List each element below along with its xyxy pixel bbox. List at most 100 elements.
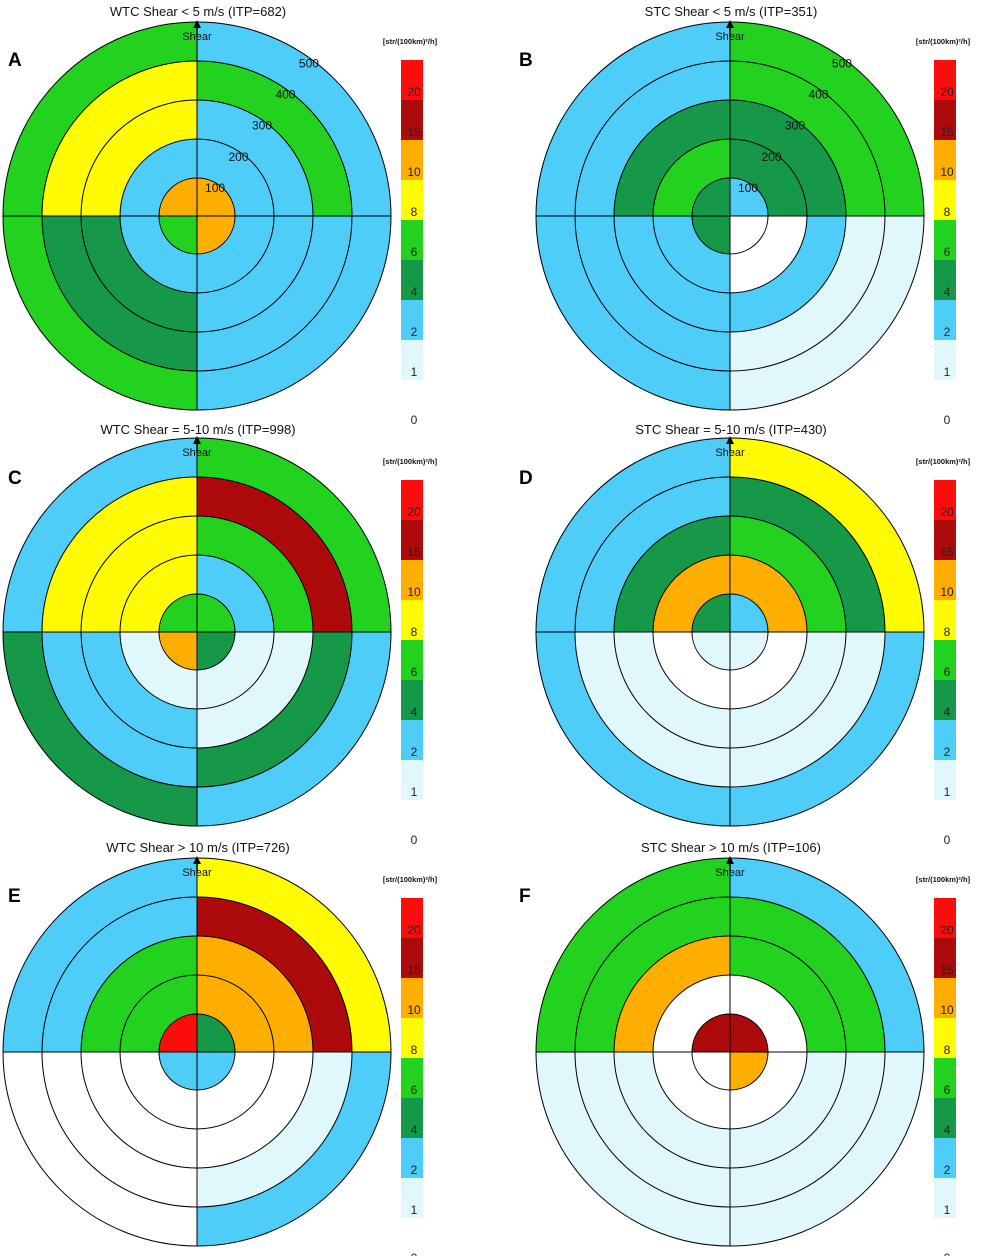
sector-r5-se: [730, 1052, 924, 1246]
colorbar-segment: [401, 140, 423, 180]
chart-title: WTC Shear > 10 m/s (ITP=726): [106, 840, 290, 855]
sector-r4-sw: [42, 216, 197, 371]
sector-r2-nw: [653, 555, 730, 632]
colorbar-unit-label: [str/(100km)²/h]: [916, 37, 971, 46]
sector-r5-ne: [197, 858, 391, 1052]
colorbar-tick-label: 2: [411, 745, 418, 759]
colorbar-segment: [934, 100, 956, 140]
colorbar-tick-label: 20: [940, 505, 954, 519]
sector-r1-ne: [197, 1014, 235, 1052]
panel-letter: D: [519, 468, 533, 489]
sector-r1-nw: [692, 178, 730, 216]
sector-r3-nw: [81, 100, 197, 216]
shear-arrow-head-icon: [193, 20, 201, 28]
sector-r2-sw: [653, 216, 730, 293]
sector-r3-nw: [81, 936, 197, 1052]
colorbar-segment: [401, 180, 423, 220]
sector-r3-se: [197, 216, 313, 332]
sector-r1-sw: [159, 1052, 197, 1090]
sector-r4-nw: [42, 61, 197, 216]
colorbar-segment: [934, 480, 956, 520]
sector-r1-ne: [730, 594, 768, 632]
shear-arrow-head-icon: [726, 436, 734, 444]
sector-r2-sw: [120, 1052, 197, 1129]
sector-r2-se: [730, 1052, 807, 1129]
colorbar-tick-label: 1: [944, 365, 951, 379]
sector-r3-se: [730, 1052, 846, 1168]
panel-f: STC Shear > 10 m/s (ITP=106) F Shear [str/(…: [519, 840, 971, 1256]
colorbar-tick-label: 6: [944, 665, 951, 679]
sector-r5-sw: [3, 632, 197, 826]
colorbar-segment: [401, 640, 423, 680]
sector-r5-ne: [730, 438, 924, 632]
colorbar-segment: [934, 978, 956, 1018]
sector-r4-se: [730, 632, 885, 787]
sector-r3-sw: [81, 1052, 197, 1168]
colorbar-tick-label: 6: [944, 245, 951, 259]
sector-r2-ne: [197, 975, 274, 1052]
colorbar-tick-label: 10: [407, 1003, 421, 1017]
colorbar-tick-label: 2: [411, 1163, 418, 1177]
colorbar-segment: [401, 1098, 423, 1138]
panel-letter: C: [8, 468, 22, 489]
sector-r4-nw: [575, 897, 730, 1052]
chart-title: STC Shear > 10 m/s (ITP=106): [641, 840, 821, 855]
colorbar-segment: [934, 898, 956, 938]
sector-r1-nw: [159, 178, 197, 216]
sector-r1-nw: [159, 1014, 197, 1052]
colorbar-unit-label: [str/(100km)²/h]: [916, 457, 971, 466]
colorbar-tick-label: 6: [411, 1083, 418, 1097]
sector-r4-sw: [575, 1052, 730, 1207]
sector-r1-sw: [159, 632, 197, 670]
panel-c: WTC Shear = 5-10 m/s (ITP=998) C Shear [str…: [2, 422, 438, 847]
panel-b: STC Shear < 5 m/s (ITP=351)BShear1002003…: [519, 4, 971, 427]
sector-r4-nw: [42, 477, 197, 632]
sector-r4-se: [197, 632, 352, 787]
colorbar-segment: [401, 340, 423, 380]
colorbar-tick-label: 15: [407, 545, 421, 559]
sector-r2-nw: [653, 975, 730, 1052]
colorbar-tick-label: 4: [411, 705, 418, 719]
sector-r2-ne: [197, 555, 274, 632]
sector-r4-nw: [42, 897, 197, 1052]
sector-r3-ne: [197, 936, 313, 1052]
sector-r3-ne: [197, 516, 313, 632]
colorbar-tick-label: 20: [940, 85, 954, 99]
colorbar-tick-label: 2: [411, 325, 418, 339]
colorbar-tick-label: 10: [407, 585, 421, 599]
sector-r3-ne: [197, 100, 313, 216]
sector-r1-sw: [692, 216, 730, 254]
sector-r1-nw: [159, 594, 197, 632]
sector-r4-ne: [730, 477, 885, 632]
colorbar-tick-label: 6: [944, 1083, 951, 1097]
sector-r3-sw: [81, 632, 197, 748]
sector-r1-se: [730, 632, 768, 670]
radius-tick-label: 500: [299, 56, 319, 70]
panel-d: STC Shear = 5-10 m/s (ITP=430) D Shear [str…: [519, 422, 971, 847]
colorbar-tick-label: 10: [407, 165, 421, 179]
colorbar-segment: [934, 60, 956, 100]
sector-r4-ne: [730, 61, 885, 216]
sector-r2-nw: [653, 139, 730, 216]
colorbar-tick-label: 0: [411, 833, 418, 847]
sector-r2-sw: [120, 216, 197, 293]
sector-r4-se: [730, 1052, 885, 1207]
sector-r4-nw: [575, 61, 730, 216]
colorbar-segment: [401, 220, 423, 260]
shear-label: Shear: [182, 867, 212, 879]
sector-r3-nw: [614, 936, 730, 1052]
colorbar-segment: [401, 60, 423, 100]
sector-r1-nw: [692, 594, 730, 632]
colorbar-segment: [934, 1178, 956, 1218]
colorbar-segment: [401, 898, 423, 938]
colorbar-unit-label: [str/(100km)²/h]: [383, 457, 438, 466]
colorbar-segment: [934, 520, 956, 560]
colorbar-segment: [934, 300, 956, 340]
shear-label: Shear: [182, 31, 212, 43]
colorbar-tick-label: 15: [940, 125, 954, 139]
colorbar-segment: [401, 1018, 423, 1058]
sector-r5-ne: [197, 22, 391, 216]
colorbar-tick-label: 1: [411, 785, 418, 799]
colorbar-segment: [401, 1178, 423, 1218]
